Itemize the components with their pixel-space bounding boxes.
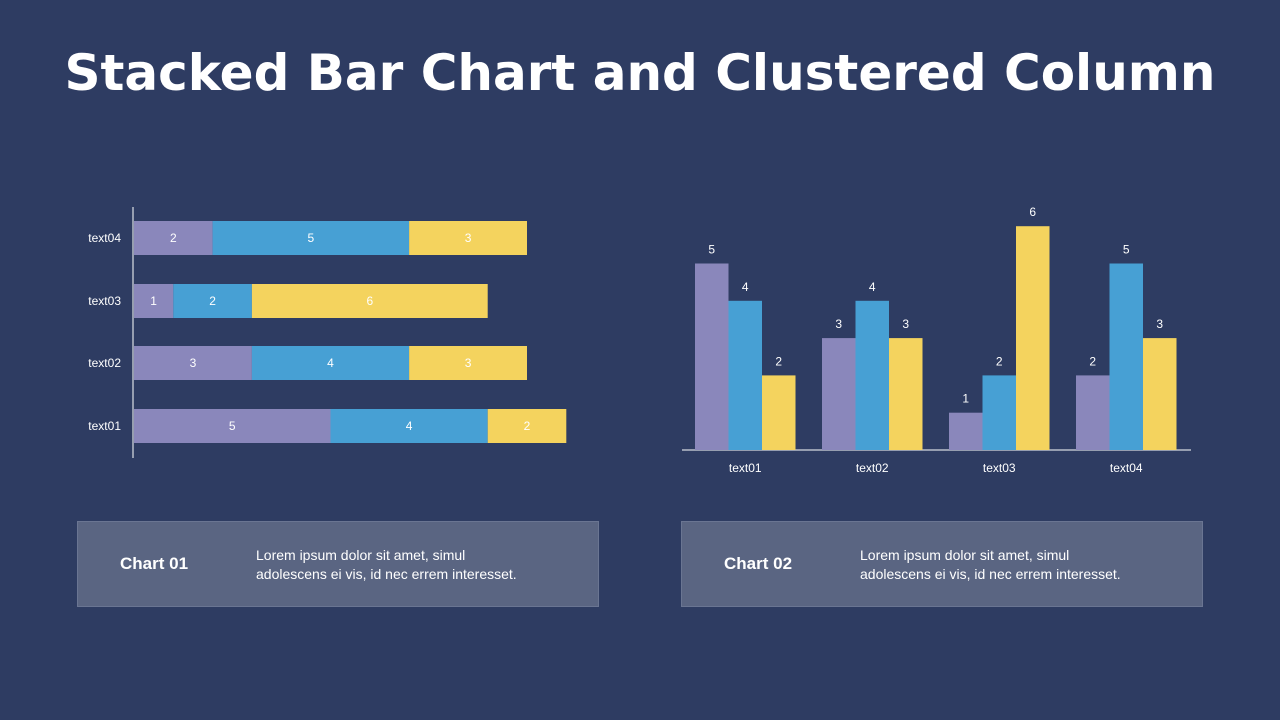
chart-01-description: Lorem ipsum dolor sit amet, simul adoles…: [256, 546, 586, 584]
cluster-bar-text02-series-3: [889, 338, 923, 450]
cluster-category-label-text01: text01: [729, 461, 762, 475]
cluster-bar-text02-series-2: [855, 300, 889, 450]
stacked-category-label-text01: text01: [88, 419, 121, 433]
stacked-bar-text04-series-2: [212, 221, 410, 255]
cluster-bar-text03-series-1: [949, 412, 983, 450]
page-title: Stacked Bar Chart and Clustered Column: [64, 44, 1216, 102]
stacked-bar-text04-series-3: [409, 221, 527, 255]
cluster-bar-text04-series-1: [1076, 375, 1110, 450]
stacked-value-label-text03-series-2: 2: [209, 294, 216, 308]
stacked-bar-text01-series-3: [487, 409, 567, 443]
cluster-bar-text03-series-3: [1016, 226, 1050, 450]
cluster-bar-text01-series-3: [762, 375, 796, 450]
stacked-bar-text02-series-3: [409, 346, 527, 380]
chart-02-description-line-1: Lorem ipsum dolor sit amet, simul: [860, 547, 1070, 563]
stacked-bar-text03-series-3: [251, 284, 488, 318]
cluster-value-label-text02-series-2: 4: [869, 280, 876, 294]
cluster-value-label-text04-series-3: 3: [1156, 317, 1163, 331]
stacked-value-label-text04-series-1: 2: [170, 231, 177, 245]
chart-02-description-line-2: adolescens ei vis, id nec errem interess…: [860, 566, 1121, 582]
clustered-column-chart: 5 4 2 text01 3 4 3 text02 1 2 6 text03 2 5 3 text04: [682, 205, 1191, 475]
cluster-category-label-text02: text02: [856, 461, 889, 475]
stacked-value-label-text01-series-1: 5: [229, 419, 236, 433]
stacked-bar-text02-series-2: [251, 346, 410, 380]
cluster-value-label-text04-series-1: 2: [1089, 354, 1096, 368]
stacked-value-label-text02-series-3: 3: [465, 356, 472, 370]
stacked-value-label-text02-series-2: 4: [327, 356, 334, 370]
cluster-bar-text02-series-1: [822, 338, 856, 450]
chart-02-panel: Chart 02 Lorem ipsum dolor sit amet, sim…: [681, 521, 1203, 607]
chart-01-label: Chart 01: [120, 554, 189, 573]
stacked-bar-text04-series-1: [134, 221, 213, 255]
stacked-bar-text01-series-1: [134, 409, 331, 443]
cluster-value-label-text04-series-2: 5: [1123, 243, 1130, 257]
cluster-value-label-text02-series-1: 3: [835, 317, 842, 331]
stacked-bar-text03-series-1: [134, 284, 174, 318]
cluster-value-label-text02-series-3: 3: [902, 317, 909, 331]
stacked-bar-text01-series-2: [330, 409, 488, 443]
cluster-bar-text04-series-3: [1143, 338, 1177, 450]
stacked-bar-text03-series-2: [173, 284, 252, 318]
cluster-value-label-text01-series-1: 5: [708, 243, 715, 257]
stacked-value-label-text02-series-1: 3: [190, 356, 197, 370]
chart-01-description-line-2: adolescens ei vis, id nec errem interess…: [256, 566, 517, 582]
cluster-value-label-text03-series-2: 2: [996, 354, 1003, 368]
stacked-category-label-text04: text04: [88, 231, 121, 245]
stacked-value-label-text01-series-2: 4: [406, 419, 413, 433]
cluster-bar-text01-series-2: [728, 300, 762, 450]
stacked-bar-chart: text01 5 4 2 text02 3 4 3 text03 1 2 6 text04 2 5 3: [88, 207, 567, 458]
chart-02-description: Lorem ipsum dolor sit amet, simul adoles…: [860, 546, 1190, 584]
cluster-value-label-text01-series-3: 2: [775, 354, 782, 368]
stacked-value-label-text03-series-3: 6: [366, 294, 373, 308]
stacked-bar-text02-series-1: [134, 346, 252, 380]
stacked-value-label-text01-series-3: 2: [524, 419, 531, 433]
stacked-category-label-text03: text03: [88, 294, 121, 308]
cluster-value-label-text03-series-3: 6: [1029, 205, 1036, 219]
stacked-value-label-text03-series-1: 1: [150, 294, 157, 308]
cluster-category-label-text03: text03: [983, 461, 1016, 475]
stacked-value-label-text04-series-3: 3: [465, 231, 472, 245]
cluster-bar-text01-series-1: [695, 263, 729, 450]
cluster-category-label-text04: text04: [1110, 461, 1143, 475]
stacked-category-label-text02: text02: [88, 356, 121, 370]
cluster-bar-text03-series-2: [982, 375, 1016, 450]
stacked-value-label-text04-series-2: 5: [308, 231, 315, 245]
chart-02-label: Chart 02: [724, 554, 793, 573]
cluster-value-label-text03-series-1: 1: [962, 392, 969, 406]
cluster-bar-text04-series-2: [1109, 263, 1143, 450]
chart-01-panel: Chart 01 Lorem ipsum dolor sit amet, sim…: [77, 521, 599, 607]
cluster-value-label-text01-series-2: 4: [742, 280, 749, 294]
chart-01-description-line-1: Lorem ipsum dolor sit amet, simul: [256, 547, 466, 563]
